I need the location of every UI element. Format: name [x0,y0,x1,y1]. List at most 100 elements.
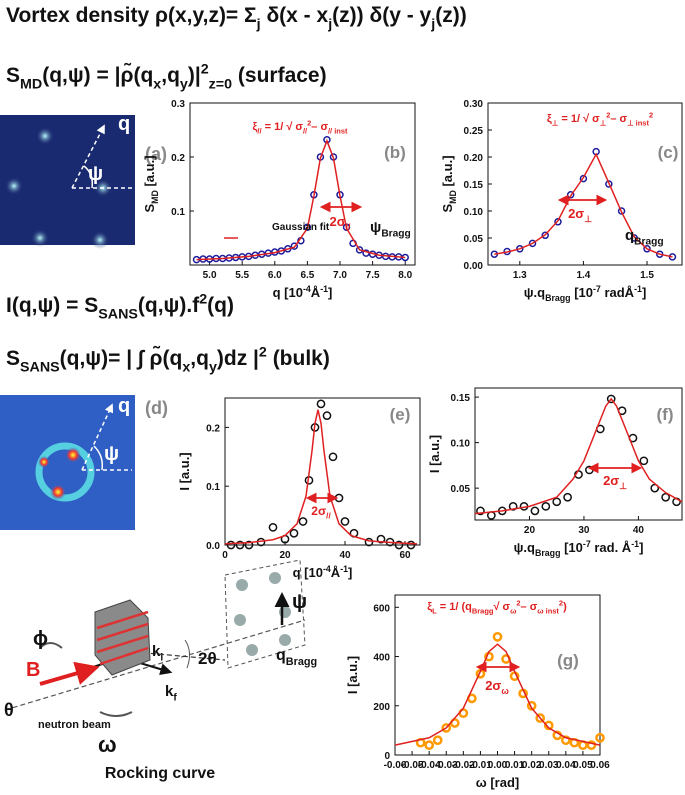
data-point [560,735,571,746]
data-point [394,540,404,550]
equation: I(q,ψ) = SSANS(q,ψ).f2(q) [6,292,234,323]
panel-label: (f) [657,405,674,424]
diagram-label: ϕ [33,628,48,650]
text-part: ] [639,540,643,555]
text-part: Bragg [535,548,561,558]
annotation: ξL = 1/ (qBragg√ σω2– σω inst2) [427,599,567,616]
data-point [342,223,351,231]
x-tick-label: 0 [222,550,228,561]
data-point [355,246,364,254]
x-tick-label: 1.5 [640,270,654,281]
text-part: [a.u.] [440,155,455,190]
diagram-label: qBragg [276,647,317,668]
data-point [476,506,485,516]
equation: SSANS(q,ψ)= | ∫ ρ̃(qx,qy)dz |2 (bulk) [6,345,330,376]
text-part: √ σ [493,601,510,613]
text-part: Å [311,285,321,300]
text-part: j [256,16,261,32]
x-tick-label: -0.01 [469,760,492,771]
text-part: Bragg [634,237,663,248]
text-part: -1 [340,564,348,574]
annotation: 2σω [485,678,509,696]
text-part: Bragg [545,293,571,303]
text-part: 2σ [603,473,619,488]
text-part: Vortex density ρ(x,y,z)= Σ [6,4,257,27]
text-part: y [180,76,188,92]
text-part: // inst [328,126,348,135]
text-part: // [346,222,351,232]
text-part: -1 [320,284,328,294]
text-part: ω [501,686,509,696]
text-part: 2σ [568,206,584,221]
data-point [579,174,588,183]
text-part: Bragg [286,656,317,668]
text-part: j [430,16,435,32]
text-part: 2 [649,111,653,120]
y-tick-label: 0.30 [464,99,484,110]
text-part: SANS [98,306,138,322]
x-tick-label: 20 [524,525,536,536]
text-part: (z)) δ(y - y [332,4,431,27]
text-part: y [209,359,217,375]
text-part: = 1/ (q [437,601,472,613]
text-part: (q,ψ)= | ∫ ρ̃(q [60,346,183,370]
text-part: Å [331,565,341,580]
legend-label: Gaussian fit [272,222,330,233]
text-part: 2 [516,599,520,608]
x-tick-label: 40 [633,525,645,536]
data-point [316,399,326,409]
y-tick-label: 200 [373,702,390,713]
y-tick-label: 0.1 [206,482,220,493]
text-part: -1 [634,284,642,294]
text-part: 2σ [485,678,501,693]
data-point [530,506,540,516]
text-part: -7 [593,284,601,294]
data-point [376,534,386,544]
text-part: j [327,16,332,32]
y-axis-label: SMD [a.u.] [142,155,160,212]
y-tick-label: 0.2 [206,423,220,434]
text-part: q [10 [273,285,303,300]
data-point [605,180,613,188]
data-point [508,501,518,511]
data-point [643,245,651,253]
data-point [334,493,344,503]
y-tick-label: 600 [373,603,390,614]
text-part: // [303,126,307,135]
text-part: k [152,643,161,660]
diagram-label: θ [4,700,14,720]
diagram-label: B [26,659,40,681]
annotation: ψBragg [370,219,411,240]
y-tick-label: 0.1 [171,207,185,218]
text-part: S [6,347,20,370]
text-part: k [165,683,174,700]
text-part: [10 [571,285,593,300]
text-part: 2σ [329,214,345,229]
diagram-label: neutron beam [38,719,111,731]
text-part: [a.u.] [142,155,157,190]
text-part: ⊥ [600,118,607,127]
panel-label: (e) [390,405,411,424]
text-part: (surface) [232,64,327,87]
annotation: 2σ⊥ [568,206,592,224]
x-tick-label: 8.0 [398,270,412,281]
panel-label: (g) [557,651,579,670]
diagram-label: kf [165,683,177,704]
y-tick-label: 0.00 [464,261,484,272]
x-tick-label: 1.3 [513,270,527,281]
plot-frame [474,387,683,521]
image-label: ψ [104,443,119,465]
data-point [586,740,597,751]
text-part: S [440,204,455,213]
text-part: q [10 [293,565,323,580]
data-point [289,528,299,538]
data-point [617,207,626,215]
text-part: – σ [311,121,328,133]
annotation: qBragg [625,227,664,248]
text-part: x [153,76,161,92]
text-part: )| [188,64,201,87]
diagram-label: ki [152,643,163,664]
text-part: Bragg [381,229,410,240]
diagram-label: ω [98,732,117,757]
annotation: 2σ// [329,214,351,232]
